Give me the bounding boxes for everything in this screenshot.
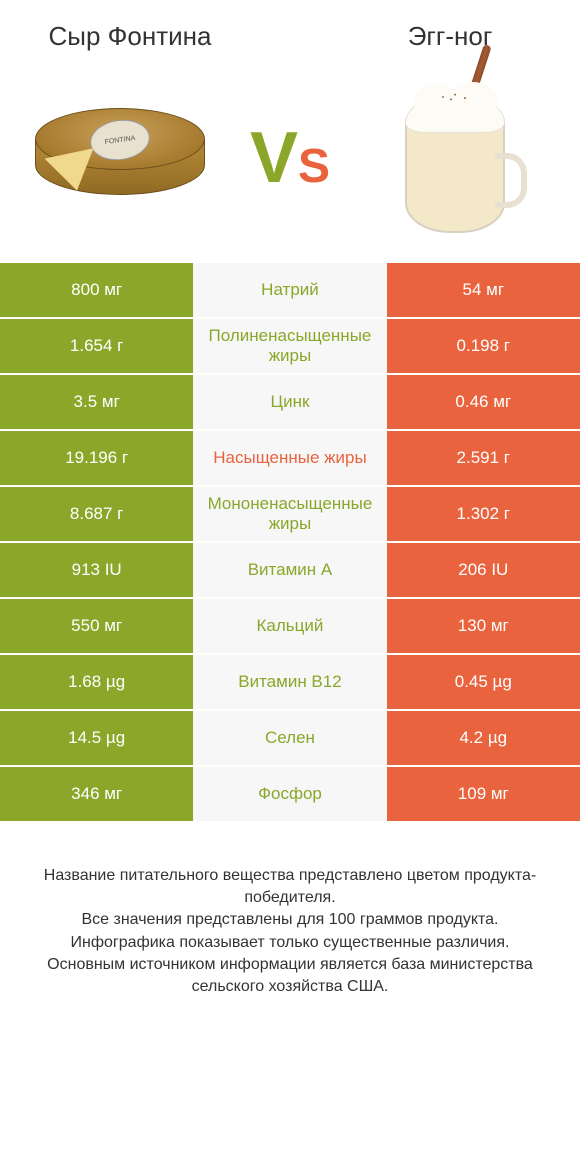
footnote-line: Инфографика показывает только существенн… [30,932,550,954]
footnote: Название питательного вещества представл… [0,823,580,999]
footnote-line: Все значения представлены для 100 граммо… [30,909,550,931]
cell-right-value: 54 мг [387,263,580,317]
image-right [360,73,560,243]
eggnog-icon [395,73,525,243]
table-row: 19.196 гНасыщенные жиры2.591 г [0,431,580,487]
table-row: 550 мгКальций130 мг [0,599,580,655]
cell-nutrient-name: Мононенасыщенные жиры [193,487,386,541]
cell-left-value: 8.687 г [0,487,193,541]
cell-nutrient-name: Витамин B12 [193,655,386,709]
cell-left-value: 19.196 г [0,431,193,485]
cell-nutrient-name: Натрий [193,263,386,317]
cell-nutrient-name: Селен [193,711,386,765]
header: Сыр Фонтина Эгг-ног [0,0,580,63]
footnote-line: Основным источником информации является … [30,954,550,999]
cell-left-value: 14.5 µg [0,711,193,765]
footnote-line: Название питательного вещества представл… [30,865,550,910]
cell-right-value: 0.45 µg [387,655,580,709]
cell-left-value: 3.5 мг [0,375,193,429]
vs-label: VS [250,117,330,199]
cell-left-value: 1.654 г [0,319,193,373]
cell-right-value: 2.591 г [387,431,580,485]
table-row: 346 мгФосфор109 мг [0,767,580,823]
cell-right-value: 0.46 мг [387,375,580,429]
cell-right-value: 1.302 г [387,487,580,541]
cell-left-value: 346 мг [0,767,193,821]
cell-right-value: 0.198 г [387,319,580,373]
image-left: FONTINA [20,73,220,243]
cell-right-value: 109 мг [387,767,580,821]
cell-nutrient-name: Кальций [193,599,386,653]
cell-right-value: 206 IU [387,543,580,597]
cell-nutrient-name: Насыщенные жиры [193,431,386,485]
table-row: 1.68 µgВитамин B120.45 µg [0,655,580,711]
cell-nutrient-name: Витамин A [193,543,386,597]
table-row: 3.5 мгЦинк0.46 мг [0,375,580,431]
table-row: 1.654 гПолиненасыщенные жиры0.198 г [0,319,580,375]
cell-left-value: 913 IU [0,543,193,597]
cheese-icon: FONTINA [30,98,210,218]
cell-nutrient-name: Цинк [193,375,386,429]
cell-nutrient-name: Фосфор [193,767,386,821]
table-row: 800 мгНатрий54 мг [0,263,580,319]
cell-right-value: 4.2 µg [387,711,580,765]
title-left: Сыр Фонтина [30,20,230,53]
cell-left-value: 550 мг [0,599,193,653]
cell-nutrient-name: Полиненасыщенные жиры [193,319,386,373]
cell-left-value: 1.68 µg [0,655,193,709]
vs-v: V [250,117,298,199]
table-row: 8.687 гМононенасыщенные жиры1.302 г [0,487,580,543]
images-row: FONTINA VS [0,63,580,263]
table-row: 14.5 µgСелен4.2 µg [0,711,580,767]
vs-s: S [298,139,330,194]
cell-left-value: 800 мг [0,263,193,317]
comparison-table: 800 мгНатрий54 мг1.654 гПолиненасыщенные… [0,263,580,823]
table-row: 913 IUВитамин A206 IU [0,543,580,599]
title-right: Эгг-ног [350,20,550,53]
cell-right-value: 130 мг [387,599,580,653]
